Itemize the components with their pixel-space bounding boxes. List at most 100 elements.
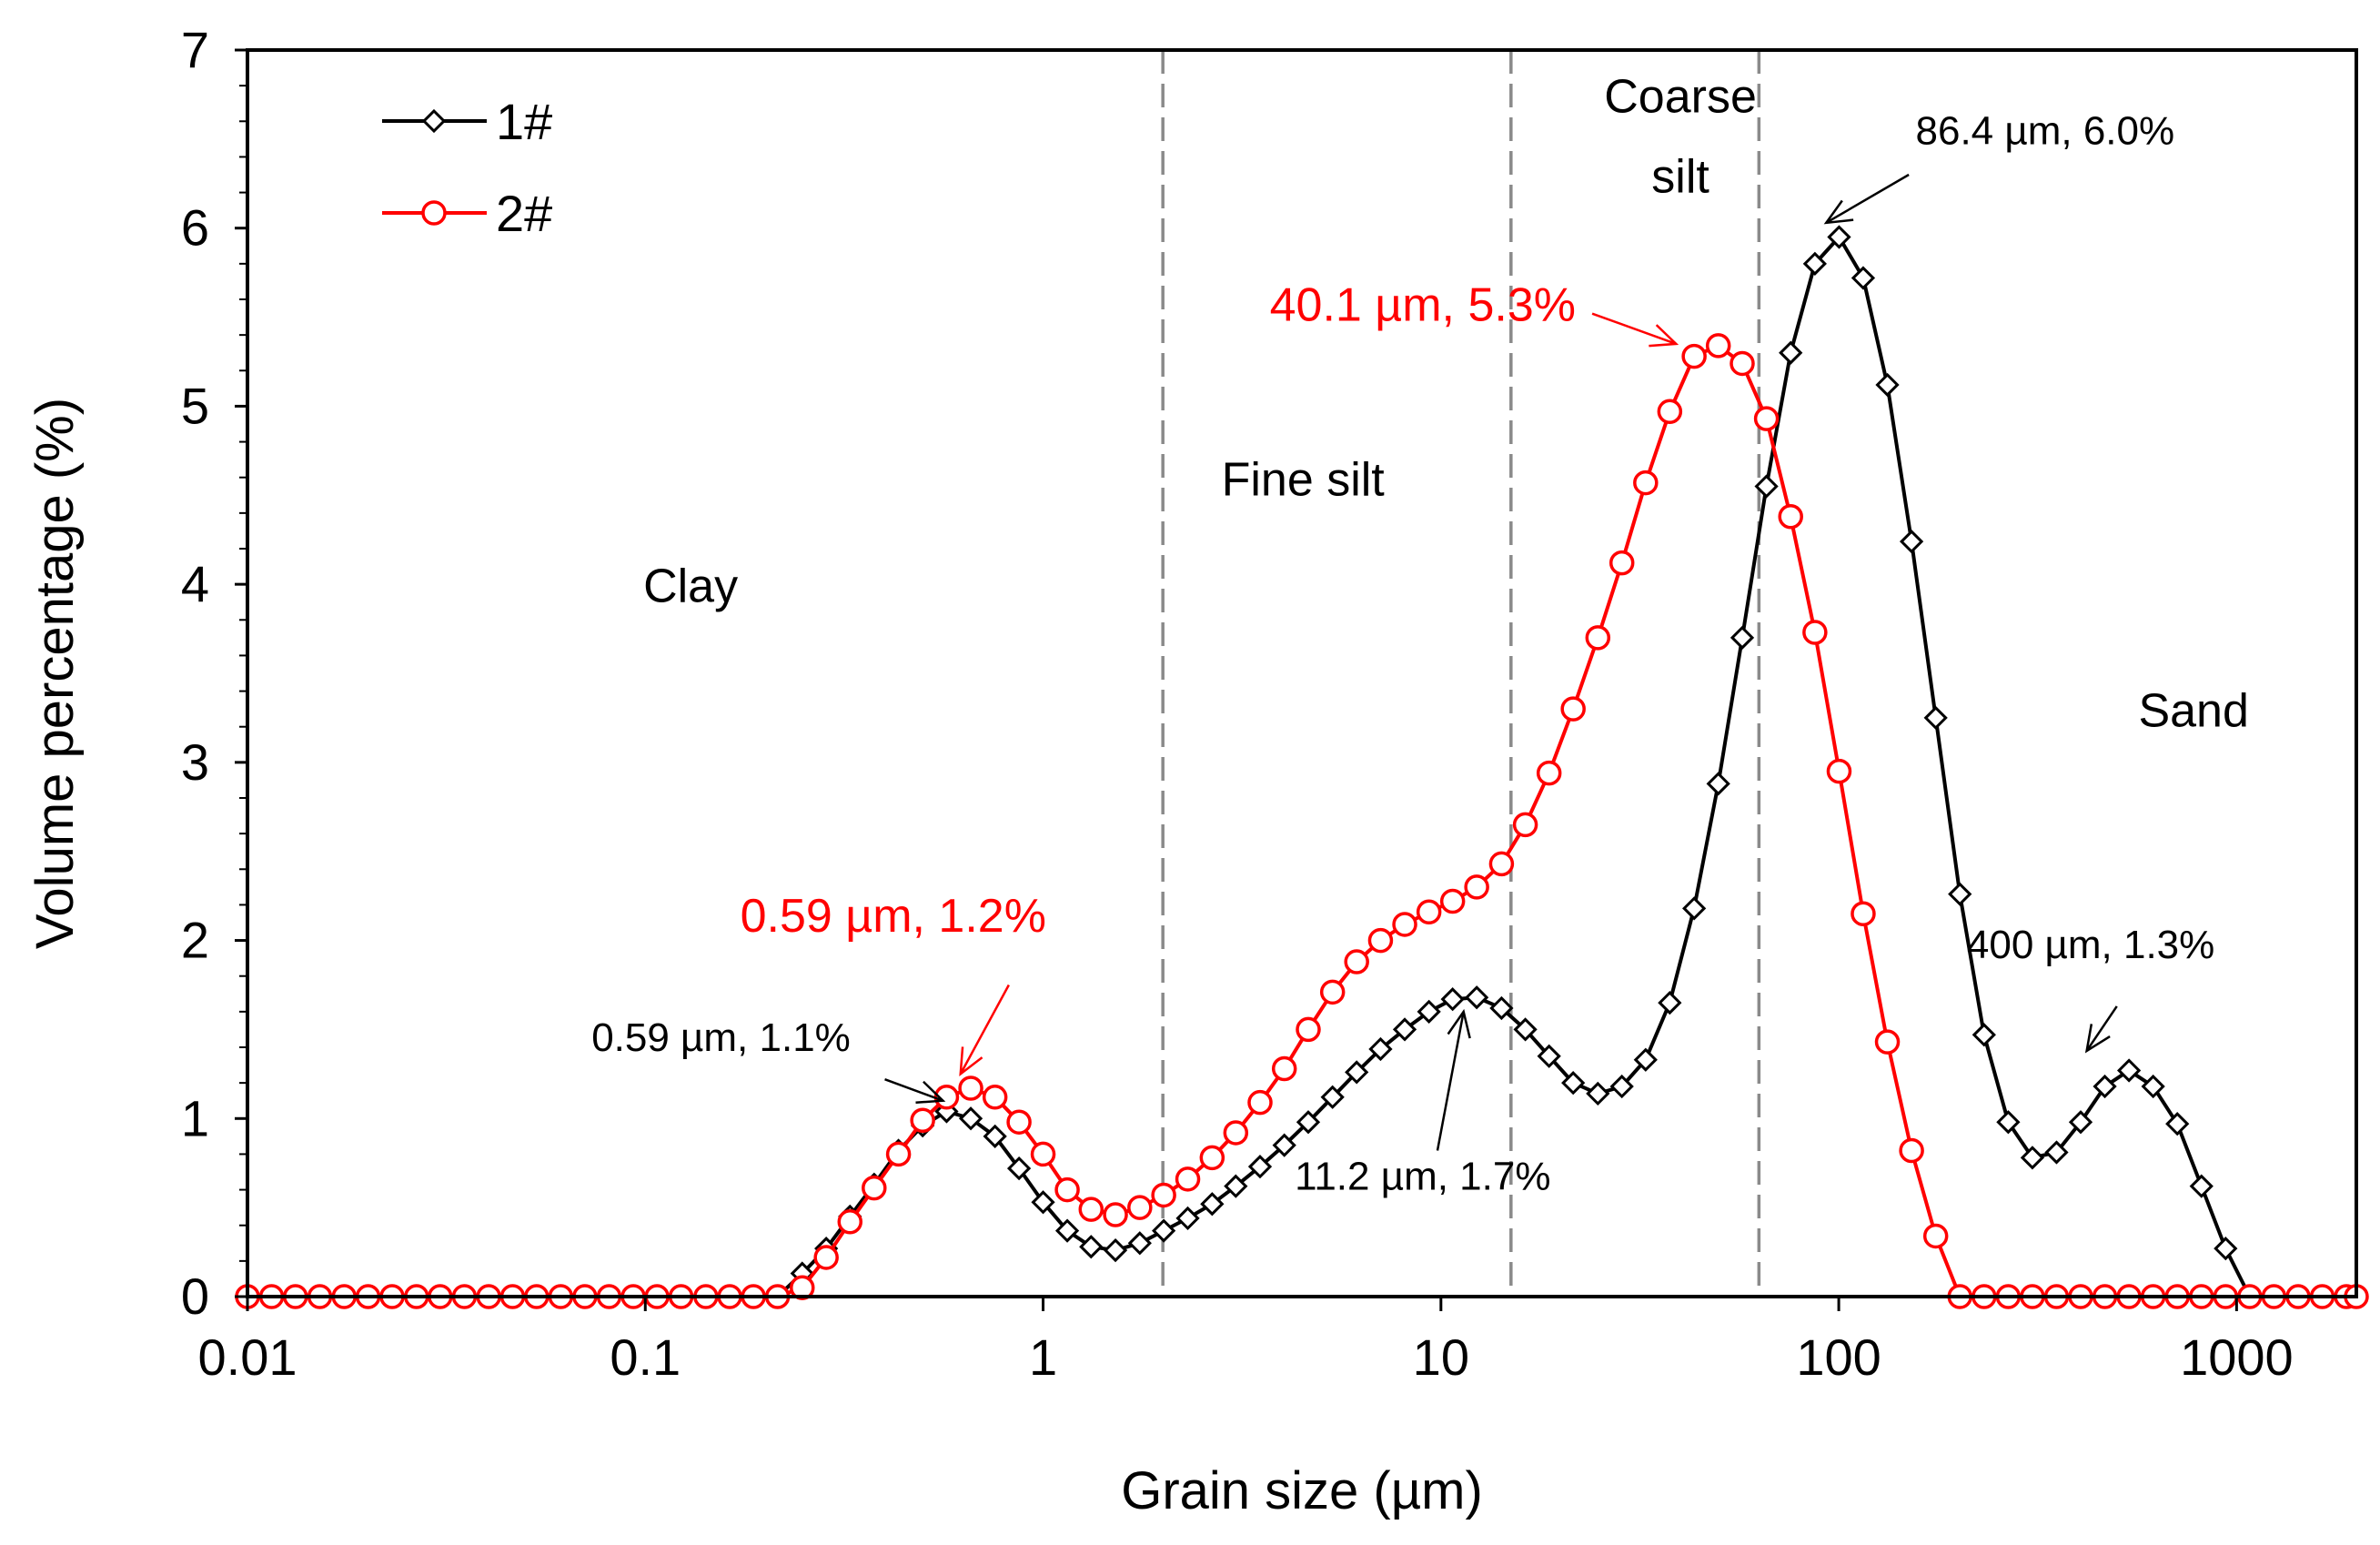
data-point <box>1439 888 1466 914</box>
annotation-label: 0.59 µm, 1.1% <box>591 1015 851 1060</box>
annotation-label: 86.4 µm, 6.0% <box>1916 109 2175 154</box>
annotation: 400 µm, 1.3% <box>1967 923 2214 1054</box>
data-point <box>1705 333 1731 358</box>
data-point <box>1561 1071 1586 1096</box>
data-point <box>1922 1223 1949 1249</box>
data-point <box>2068 1110 2093 1135</box>
data-point <box>1030 1141 1056 1167</box>
data-point <box>1006 1109 1032 1135</box>
data-point <box>1078 1197 1104 1222</box>
annotation-arrow-head <box>959 1046 983 1077</box>
data-point <box>983 1124 1007 1148</box>
data-point <box>1272 1133 1296 1157</box>
data-point <box>1899 530 1924 554</box>
data-point <box>1079 1235 1104 1259</box>
data-point <box>1320 1085 1345 1109</box>
data-point <box>1031 1190 1055 1215</box>
y-tick-label: 6 <box>181 199 209 257</box>
data-point <box>1465 985 1489 1010</box>
data-point <box>1682 896 1707 921</box>
annotation: 86.4 µm, 6.0% <box>1823 109 2175 225</box>
annotation-arrow-shaft <box>884 1078 943 1102</box>
data-point <box>1151 1182 1176 1208</box>
data-point <box>1152 1218 1176 1243</box>
data-point <box>1175 1206 1200 1231</box>
y-axis-title: Volume percentage (%) <box>25 398 85 949</box>
data-point <box>958 1075 983 1101</box>
annotation-arrow-shaft <box>959 984 1010 1075</box>
data-point <box>2020 1146 2045 1170</box>
data-point <box>958 1106 983 1131</box>
y-tick-label: 1 <box>181 1089 209 1146</box>
region-label: Clay <box>643 560 738 613</box>
data-point <box>1633 470 1659 496</box>
data-point <box>1319 979 1346 1005</box>
data-point <box>1585 625 1611 651</box>
region-label: Fine silt <box>1222 453 1386 506</box>
annotation-label: 11.2 µm, 1.7% <box>1295 1155 1550 1199</box>
data-point <box>1609 1074 1634 1099</box>
legend-label: 2# <box>496 185 552 242</box>
annotation: 0.59 µm, 1.1% <box>591 1015 946 1104</box>
data-point <box>1802 620 1828 645</box>
region-label: Coarse <box>1604 71 1757 124</box>
data-point <box>1730 350 1755 377</box>
data-point <box>1247 1089 1273 1116</box>
data-point <box>1440 987 1465 1012</box>
data-point <box>982 1085 1008 1110</box>
x-tick-label: 10 <box>1413 1328 1469 1386</box>
y-tick-label: 0 <box>181 1267 209 1325</box>
legend-marker <box>421 108 447 134</box>
data-point <box>1489 995 1514 1021</box>
y-tick-label: 5 <box>181 377 209 434</box>
annotation-arrow-head <box>1823 199 1854 225</box>
data-point <box>1417 999 1441 1024</box>
legend-marker <box>421 200 447 226</box>
data-point <box>1054 1218 1080 1243</box>
data-point <box>1103 1202 1128 1227</box>
data-point <box>1875 372 1900 398</box>
x-tick-label: 1 <box>1029 1328 1057 1386</box>
x-tick-label: 0.01 <box>198 1328 298 1386</box>
annotation-arrow-shaft <box>1591 312 1677 346</box>
peak-annotations: 0.59 µm, 1.1% 0.59 µm, 1.2% 11.2 µm, 1.7% 4… <box>591 109 2214 1199</box>
annotation-arrow-shaft <box>2085 1005 2118 1052</box>
data-point <box>1006 1156 1032 1181</box>
data-point <box>2044 1140 2069 1165</box>
data-point <box>1488 851 1515 877</box>
legend-item: 2# <box>382 185 552 242</box>
y-tick-label: 3 <box>181 733 209 791</box>
data-point <box>790 1275 815 1300</box>
data-point <box>1536 760 1562 786</box>
data-point <box>1657 399 1683 425</box>
annotation-label: 0.59 µm, 1.2% <box>741 890 1046 943</box>
x-tick-label: 0.1 <box>610 1328 681 1386</box>
data-point <box>1367 927 1394 954</box>
data-point <box>1392 1017 1417 1042</box>
data-point <box>1923 705 1948 731</box>
data-point <box>1948 882 1972 906</box>
legend-item: 1# <box>382 93 552 150</box>
data-point <box>1392 912 1417 937</box>
annotation-arrow-head <box>1649 324 1679 348</box>
data-point <box>1899 1137 1924 1164</box>
plot-area-frame <box>246 48 2358 1298</box>
data-point <box>1175 1166 1201 1192</box>
annotation: 40.1 µm, 5.3% <box>1270 278 1679 348</box>
data-point <box>1754 474 1779 499</box>
data-point <box>910 1107 935 1133</box>
data-point <box>1753 406 1780 431</box>
data-point <box>1512 812 1538 838</box>
data-point <box>1778 504 1803 530</box>
data-point <box>1681 343 1707 369</box>
data-point <box>885 1141 912 1167</box>
data-point <box>1127 1195 1153 1220</box>
region-label: Sand <box>2138 685 2248 738</box>
annotation-label: 40.1 µm, 5.3% <box>1270 278 1576 331</box>
data-point <box>2189 1174 2214 1198</box>
data-point <box>1972 1023 1996 1047</box>
data-point <box>1224 1174 1248 1198</box>
region-label: silt <box>1651 151 1709 204</box>
annotation-arrow-head <box>1447 1008 1471 1039</box>
